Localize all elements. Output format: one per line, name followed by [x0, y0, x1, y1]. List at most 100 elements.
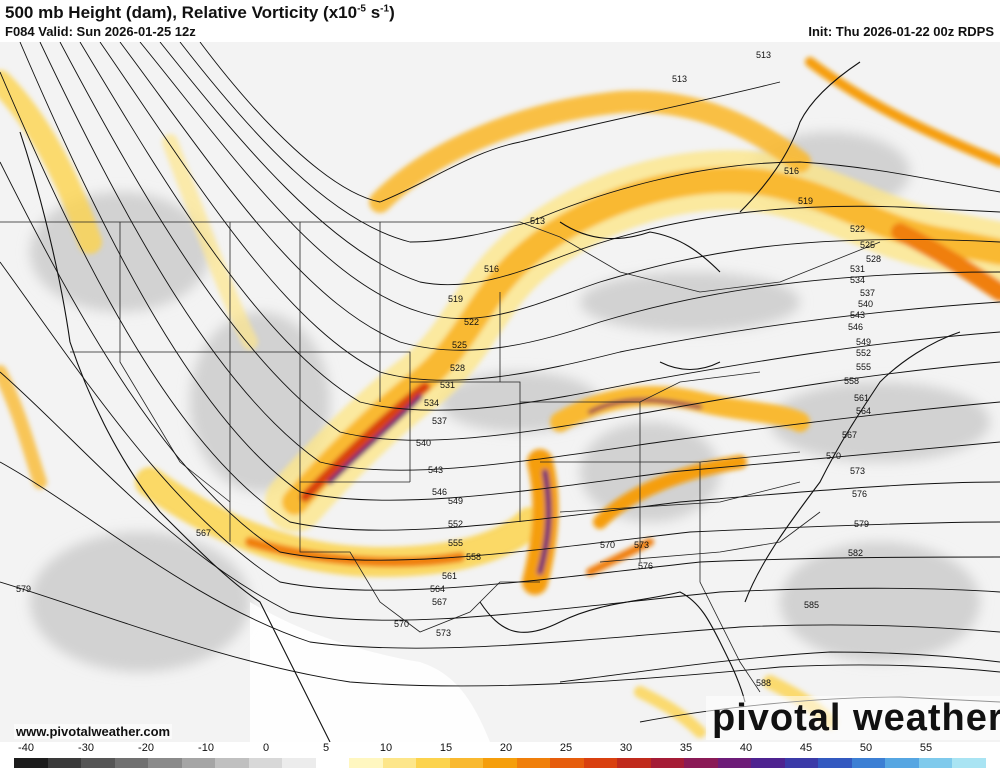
- contour-label: 537: [860, 288, 875, 298]
- contour-label: 567: [196, 528, 211, 538]
- contour-label: 579: [854, 519, 869, 529]
- contour-label: 531: [440, 380, 455, 390]
- weather-map[interactable]: 513 513 513 516 516 519 519 522 522 525 …: [0, 42, 1000, 742]
- colorbar-swatch: [349, 758, 383, 768]
- colorbar-tick: 45: [799, 742, 813, 754]
- colorbar-swatch: [550, 758, 584, 768]
- title-unit: s: [365, 3, 381, 22]
- contour-label: 573: [634, 540, 649, 550]
- contour-label: 567: [842, 430, 857, 440]
- contour-label: 534: [424, 398, 439, 408]
- colorbar-swatch: [14, 758, 48, 768]
- contour-label: 564: [430, 584, 445, 594]
- colorbar-tick: -30: [78, 742, 94, 754]
- contour-label: 576: [852, 489, 867, 499]
- political-boundaries: [0, 221, 881, 693]
- contour-label: 546: [848, 322, 863, 332]
- colorbar-swatch: [516, 758, 551, 768]
- contour-label: 555: [856, 362, 871, 372]
- colorbar-swatch: [717, 758, 752, 768]
- contour-label: 582: [848, 548, 863, 558]
- contour-label: 570: [826, 451, 841, 461]
- colorbar-tick: 25: [559, 742, 573, 754]
- colorbar-ticks: -40 -30 -20 -10 0 5 10 15 20 25 30 35 40…: [0, 742, 1000, 756]
- contour-label: 513: [756, 50, 771, 60]
- colorbar-swatch: [81, 758, 115, 768]
- colorbar-tick: 0: [262, 742, 270, 754]
- colorbar-swatch: [818, 758, 852, 768]
- colorbar-tick: 55: [919, 742, 933, 754]
- contour-label: 519: [448, 294, 463, 304]
- contour-label: 588: [756, 678, 771, 688]
- negative-vorticity-shading: [30, 132, 990, 672]
- colorbar-swatch: [751, 758, 785, 768]
- contour-label: 549: [856, 337, 871, 347]
- colorbar-tick: 15: [439, 742, 453, 754]
- contour-label: 528: [450, 363, 465, 373]
- contour-label: 522: [464, 317, 479, 327]
- init-time: Init: Thu 2026-01-22 00z RDPS: [808, 24, 994, 39]
- contour-labels: 513 513 513 516 516 519 519 522 522 525 …: [16, 50, 881, 688]
- title-exponent: -5: [357, 3, 366, 15]
- colorbar-swatch: [784, 758, 819, 768]
- contour-label: 534: [850, 275, 865, 285]
- colorbar-swatches: [14, 758, 986, 768]
- contour-label: 552: [448, 519, 463, 529]
- colorbar-tick: 30: [619, 742, 633, 754]
- contour-label: 558: [466, 552, 481, 562]
- colorbar-swatch: [684, 758, 718, 768]
- contour-label: 525: [452, 340, 467, 350]
- contour-label: 573: [850, 466, 865, 476]
- contour-label: 543: [850, 310, 865, 320]
- colorbar-swatch: [382, 758, 417, 768]
- colorbar-swatch: [282, 758, 316, 768]
- contour-label: 546: [432, 487, 447, 497]
- contour-label: 513: [530, 216, 545, 226]
- colorbar-swatch: [650, 758, 685, 768]
- title-close: ): [389, 3, 395, 22]
- colorbar-swatch: [248, 758, 283, 768]
- contour-label: 525: [860, 240, 875, 250]
- contour-label: 561: [854, 393, 869, 403]
- contour-label: 528: [866, 254, 881, 264]
- colorbar-swatch: [885, 758, 919, 768]
- colorbar-swatch: [918, 758, 953, 768]
- valid-time: F084 Valid: Sun 2026-01-25 12z: [5, 24, 196, 39]
- contour-label: 543: [428, 465, 443, 475]
- colorbar-tick: 10: [379, 742, 393, 754]
- colorbar-swatch: [583, 758, 618, 768]
- coastlines: [19, 61, 961, 742]
- contour-label: 537: [432, 416, 447, 426]
- colorbar-tick: 20: [499, 742, 513, 754]
- contour-label: 579: [16, 584, 31, 594]
- colorbar-tick: -40: [18, 742, 34, 754]
- contour-label: 555: [448, 538, 463, 548]
- colorbar-swatch: [114, 758, 149, 768]
- contour-label: 573: [436, 628, 451, 638]
- contour-label: 585: [804, 600, 819, 610]
- contour-label: 531: [850, 264, 865, 274]
- colorbar-swatch: [851, 758, 886, 768]
- title-main: 500 mb Height (dam), Relative Vorticity …: [5, 3, 358, 22]
- contour-label: 567: [432, 597, 447, 607]
- map-canvas: 513 513 513 516 516 519 519 522 522 525 …: [0, 42, 1000, 742]
- colorbar-tick: 50: [859, 742, 873, 754]
- contour-label: 561: [442, 571, 457, 581]
- contour-label: 570: [394, 619, 409, 629]
- contour-label: 549: [448, 496, 463, 506]
- colorbar-swatch: [148, 758, 182, 768]
- colorbar-tick: -20: [138, 742, 154, 754]
- contour-label: 540: [416, 438, 431, 448]
- contour-label: 558: [844, 376, 859, 386]
- colorbar-swatch: [416, 758, 450, 768]
- positive-vorticity-shading: [0, 57, 1000, 738]
- website-url[interactable]: www.pivotalweather.com: [14, 724, 173, 739]
- contour-label: 564: [856, 406, 871, 416]
- contour-label: 519: [798, 196, 813, 206]
- contour-label: 522: [850, 224, 865, 234]
- contour-label: 513: [672, 74, 687, 84]
- contour-label: 540: [858, 299, 873, 309]
- header: 500 mb Height (dam), Relative Vorticity …: [0, 0, 1000, 42]
- contour-label: 570: [600, 540, 615, 550]
- colorbar-swatch: [315, 758, 350, 768]
